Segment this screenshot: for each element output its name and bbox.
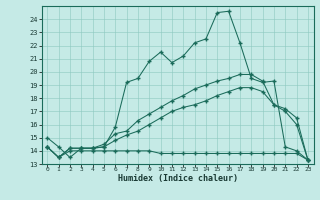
X-axis label: Humidex (Indice chaleur): Humidex (Indice chaleur)	[118, 174, 237, 183]
